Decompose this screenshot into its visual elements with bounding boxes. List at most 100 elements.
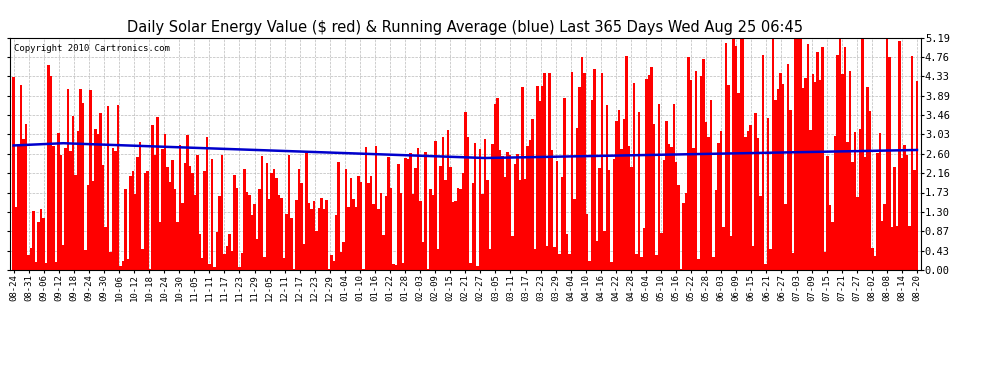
Bar — [206, 137, 209, 270]
Bar — [151, 125, 153, 270]
Bar — [442, 137, 445, 270]
Bar — [633, 83, 636, 270]
Bar — [702, 58, 705, 270]
Bar — [474, 143, 476, 270]
Bar — [451, 202, 454, 270]
Bar — [183, 164, 186, 270]
Bar — [377, 209, 380, 270]
Bar — [38, 222, 40, 270]
Bar — [142, 249, 144, 270]
Bar — [270, 172, 273, 270]
Bar — [611, 262, 613, 270]
Bar — [298, 168, 300, 270]
Bar — [446, 130, 449, 270]
Bar — [239, 267, 241, 270]
Bar — [672, 104, 675, 270]
Bar — [114, 151, 117, 270]
Bar — [216, 232, 219, 270]
Bar — [735, 45, 737, 270]
Bar — [504, 177, 506, 270]
Bar — [89, 90, 92, 270]
Bar — [385, 196, 387, 270]
Bar — [782, 84, 784, 270]
Bar — [397, 164, 400, 270]
Bar — [48, 65, 50, 270]
Bar — [807, 44, 809, 270]
Bar — [539, 101, 541, 270]
Bar — [147, 171, 148, 270]
Bar — [725, 43, 727, 270]
Bar — [253, 204, 255, 270]
Bar — [848, 71, 851, 270]
Bar — [541, 86, 544, 270]
Bar — [412, 194, 415, 270]
Bar — [916, 81, 918, 270]
Bar — [328, 268, 330, 270]
Bar — [221, 154, 224, 270]
Bar — [395, 265, 397, 270]
Bar — [211, 159, 214, 270]
Bar — [509, 154, 511, 270]
Bar — [241, 254, 244, 270]
Bar — [236, 188, 239, 270]
Bar — [255, 239, 258, 270]
Bar — [369, 176, 372, 270]
Bar — [613, 159, 616, 270]
Bar — [913, 170, 916, 270]
Bar — [94, 129, 97, 270]
Bar — [229, 234, 231, 270]
Bar — [591, 100, 593, 270]
Bar — [839, 38, 842, 270]
Bar — [107, 106, 109, 270]
Bar — [45, 263, 48, 270]
Bar — [246, 192, 248, 270]
Bar — [621, 148, 623, 270]
Bar — [62, 245, 64, 270]
Bar — [710, 100, 712, 270]
Bar — [64, 148, 67, 270]
Bar — [851, 162, 853, 270]
Bar — [435, 141, 437, 270]
Bar — [258, 189, 260, 270]
Bar — [774, 100, 777, 270]
Bar — [449, 166, 451, 270]
Bar — [204, 171, 206, 270]
Bar — [789, 110, 792, 270]
Bar — [586, 214, 588, 270]
Bar — [214, 267, 216, 270]
Bar — [52, 146, 54, 270]
Bar — [196, 154, 199, 270]
Bar — [777, 88, 779, 270]
Bar — [400, 194, 402, 270]
Bar — [97, 134, 99, 270]
Bar — [415, 168, 417, 270]
Bar — [354, 207, 357, 270]
Bar — [636, 255, 638, 270]
Bar — [234, 175, 236, 270]
Bar — [129, 176, 132, 270]
Bar — [357, 177, 359, 270]
Bar — [842, 74, 843, 270]
Bar — [521, 87, 524, 270]
Bar — [747, 131, 749, 270]
Bar — [690, 80, 692, 270]
Bar — [244, 169, 246, 270]
Bar — [652, 124, 655, 270]
Bar — [555, 161, 558, 270]
Bar — [819, 80, 822, 270]
Bar — [529, 140, 531, 270]
Bar — [466, 137, 469, 270]
Bar — [829, 205, 832, 270]
Bar — [623, 119, 626, 270]
Bar — [553, 248, 555, 270]
Bar — [563, 98, 566, 270]
Bar — [318, 208, 320, 270]
Bar — [593, 69, 596, 270]
Bar — [456, 188, 459, 270]
Bar — [219, 196, 221, 270]
Bar — [459, 189, 461, 270]
Bar — [372, 204, 375, 270]
Bar — [645, 79, 647, 270]
Bar — [137, 157, 139, 270]
Bar — [886, 38, 888, 270]
